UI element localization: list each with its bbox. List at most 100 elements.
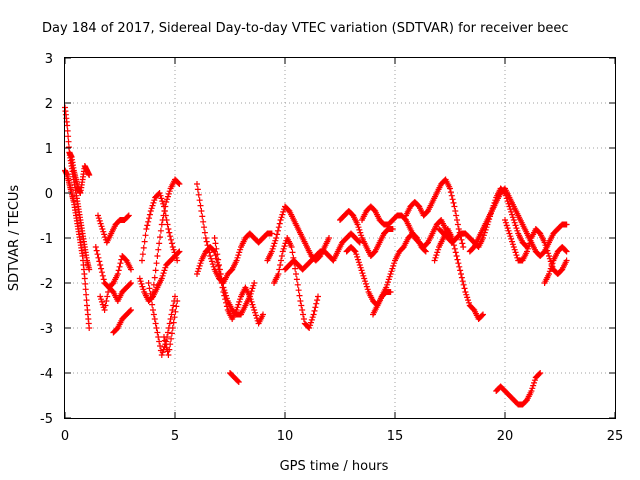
data-point [209, 261, 216, 268]
data-point [172, 252, 179, 259]
data-point [176, 181, 183, 187]
data-point [352, 248, 359, 255]
data-point [174, 257, 181, 264]
data-point [270, 243, 277, 250]
data-point [563, 257, 570, 264]
data-point [98, 223, 105, 230]
data-point [83, 291, 90, 298]
data-point [169, 307, 176, 313]
data-point [387, 289, 394, 295]
data-point [162, 264, 169, 271]
data-point [463, 291, 470, 298]
data-point [160, 270, 167, 277]
data-point [102, 302, 109, 309]
series-sat-aa [466, 185, 570, 259]
data-point [362, 280, 369, 287]
data-point [447, 189, 454, 196]
x-tick-label: 0 [61, 429, 69, 444]
data-point [168, 311, 175, 318]
data-point [196, 197, 203, 204]
data-point [354, 221, 361, 228]
data-point [171, 314, 178, 321]
data-point [249, 285, 256, 292]
data-point [296, 292, 303, 299]
data-point [563, 221, 570, 228]
data-point [310, 311, 317, 318]
data-point [195, 191, 202, 198]
data-point [150, 281, 157, 288]
data-point [151, 316, 158, 322]
data-point [246, 293, 253, 300]
data-point [389, 226, 396, 232]
data-point [142, 232, 149, 239]
data-point [217, 271, 224, 277]
data-point [153, 260, 160, 267]
data-point [479, 312, 486, 319]
data-point [196, 262, 203, 269]
y-tick-label: -3 [40, 322, 53, 337]
data-point [269, 245, 276, 252]
data-point [248, 288, 255, 295]
data-point [357, 264, 364, 271]
data-point [82, 280, 89, 287]
data-point [512, 222, 519, 229]
data-point [86, 325, 93, 331]
data-point [149, 301, 156, 308]
data-point [289, 249, 296, 256]
data-point [157, 192, 164, 199]
data-point [460, 244, 467, 250]
data-point [503, 222, 510, 229]
data-point [168, 335, 175, 342]
data-point [277, 262, 284, 268]
data-point [215, 262, 222, 269]
data-point [100, 276, 107, 283]
data-point [101, 307, 108, 313]
data-point [451, 203, 458, 210]
data-point [167, 341, 174, 348]
data-point [507, 206, 514, 213]
data-point [450, 199, 457, 206]
series-sat-v [359, 203, 453, 250]
data-point [86, 172, 93, 178]
series-sat-g [110, 307, 134, 336]
data-point [457, 267, 464, 274]
data-point [526, 240, 533, 247]
data-point [295, 287, 302, 294]
data-point [146, 285, 153, 292]
data-point [509, 211, 516, 218]
data-point [127, 307, 134, 314]
data-point [235, 301, 242, 308]
data-point [460, 281, 467, 288]
data-point [354, 253, 361, 260]
data-point [307, 322, 314, 329]
data-point [146, 211, 153, 218]
series-sat-y [431, 226, 486, 322]
data-point [148, 296, 155, 303]
data-point [235, 379, 242, 385]
data-point [250, 304, 257, 311]
data-point [454, 221, 461, 228]
data-point [98, 298, 105, 305]
data-point [355, 259, 362, 266]
data-point [158, 275, 165, 282]
data-point [546, 271, 552, 277]
data-point [276, 220, 283, 227]
y-tick-label: -2 [40, 277, 53, 292]
data-point [128, 266, 134, 273]
data-point [211, 235, 218, 241]
data-point [353, 251, 360, 258]
series-sat-w [370, 289, 394, 318]
series-sat-bb [502, 217, 570, 277]
data-point [315, 293, 321, 300]
data-point [509, 241, 516, 248]
data-point [165, 226, 172, 232]
data-point [459, 240, 466, 247]
y-tick-label: 3 [45, 52, 53, 67]
series-sat-i [139, 190, 181, 264]
data-point [280, 208, 287, 215]
data-point [452, 208, 459, 214]
data-point [358, 267, 365, 274]
data-point [435, 246, 442, 253]
data-point [156, 240, 163, 247]
data-point [459, 278, 466, 285]
